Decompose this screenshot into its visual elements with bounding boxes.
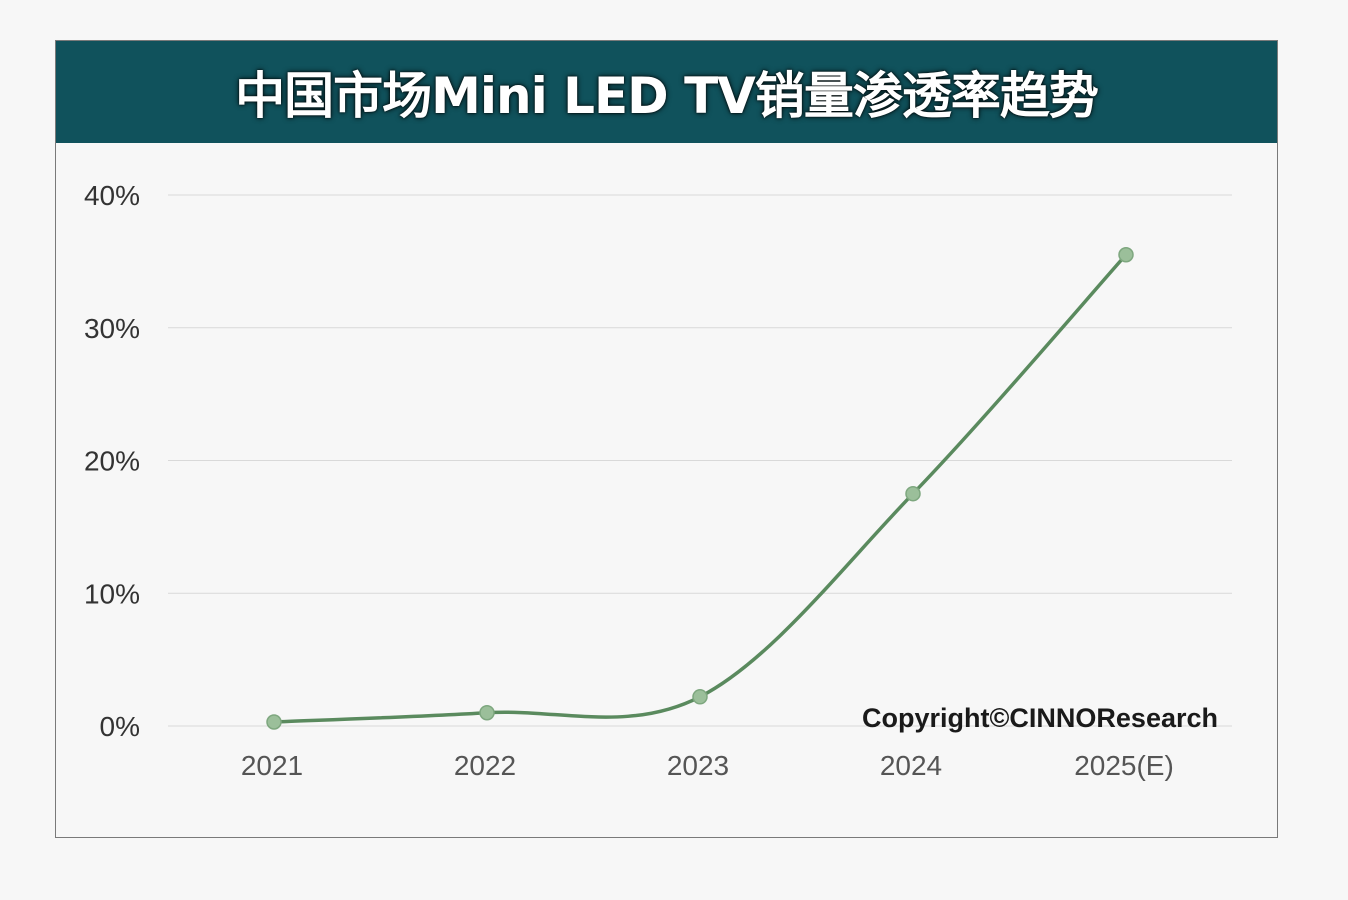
gridlines — [168, 194, 1232, 727]
y-tick-label: 10% — [84, 578, 140, 609]
x-tick-label: 2022 — [454, 750, 516, 781]
copyright-note: Copyright©CINNOResearch — [862, 703, 1218, 733]
chart-frame: 中国市场Mini LED TV销量渗透率趋势 — [55, 40, 1278, 838]
y-tick-label: 40% — [84, 180, 140, 211]
chart-header: 中国市场Mini LED TV销量渗透率趋势 — [56, 41, 1277, 143]
x-tick-label: 2024 — [880, 750, 942, 781]
data-point — [1118, 246, 1134, 263]
data-point — [266, 714, 282, 730]
series-markers — [266, 246, 1134, 730]
data-point — [692, 689, 708, 705]
y-tick-label: 30% — [84, 313, 140, 344]
x-tick-label: 2023 — [667, 750, 729, 781]
y-tick-label: 0% — [100, 711, 140, 742]
chart-title: 中国市场Mini LED TV销量渗透率趋势 — [235, 67, 1099, 125]
y-axis-ticks: 0% 10% 20% 30% 40% — [84, 180, 140, 742]
data-point — [905, 485, 921, 502]
y-tick-label: 20% — [84, 446, 140, 477]
series-line — [272, 252, 1128, 724]
x-tick-label: 2021 — [241, 750, 303, 781]
x-tick-label: 2025(E) — [1074, 750, 1174, 781]
x-axis-ticks: 2021 2022 2023 2024 2025(E) — [241, 750, 1174, 781]
data-point — [479, 704, 495, 721]
